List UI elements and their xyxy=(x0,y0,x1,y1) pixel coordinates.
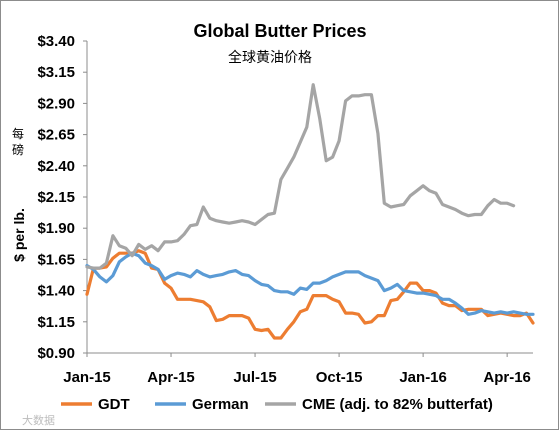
y-tick-label: $3.40 xyxy=(37,33,75,50)
x-tick-label: Apr-16 xyxy=(483,369,531,386)
series-line-2 xyxy=(85,83,516,270)
y-axis-ticks: $3.40 $3.15 $2.90 $2.65 $2.40 $2.15 $1.90 $1.65… xyxy=(37,33,87,362)
legend-label-0: GDT xyxy=(98,396,130,413)
y-tick-label: $3.15 xyxy=(37,64,75,81)
axes xyxy=(86,41,533,354)
legend: GDT German CME (adj. to 82% butterfat) xyxy=(61,396,493,413)
y-tick-label: $1.65 xyxy=(37,251,75,268)
x-axis-ticks: Jan-15 Apr-15 Jul-15 Oct-15 Jan-16 Apr-16 xyxy=(63,353,531,386)
series-lines xyxy=(85,83,535,340)
y-tick-label: $1.15 xyxy=(37,314,75,331)
y-tick-label: $2.90 xyxy=(37,95,75,112)
chart-title: Global Butter Prices xyxy=(193,21,366,41)
y-axis-label: $ per lb. xyxy=(11,208,27,262)
chart-subtitle: 全球黄油价格 xyxy=(228,49,312,66)
y-tick-label: $0.90 xyxy=(37,345,75,362)
y-tick-label: $1.40 xyxy=(37,283,75,300)
series-line-0 xyxy=(85,249,535,340)
legend-label-1: German xyxy=(192,396,249,413)
y-tick-label: $1.90 xyxy=(37,220,75,237)
y-axis-label-cn-char: 每 xyxy=(12,126,24,141)
watermark: 大数据 xyxy=(22,413,55,427)
y-tick-label: $2.15 xyxy=(37,189,75,206)
y-axis-label-cn-char: 磅 xyxy=(12,142,24,157)
y-tick-label: $2.40 xyxy=(37,158,75,175)
series-line-1 xyxy=(85,251,535,316)
x-tick-label: Oct-15 xyxy=(316,369,363,386)
x-tick-label: Jan-16 xyxy=(399,369,447,386)
x-tick-label: Jan-15 xyxy=(63,369,111,386)
y-axis-label-chinese: 每磅 xyxy=(12,126,24,157)
y-tick-label: $2.65 xyxy=(37,127,75,144)
legend-label-2: CME (adj. to 82% butterfat) xyxy=(302,396,493,413)
x-tick-label: Apr-15 xyxy=(147,369,195,386)
x-tick-label: Jul-15 xyxy=(233,369,276,386)
